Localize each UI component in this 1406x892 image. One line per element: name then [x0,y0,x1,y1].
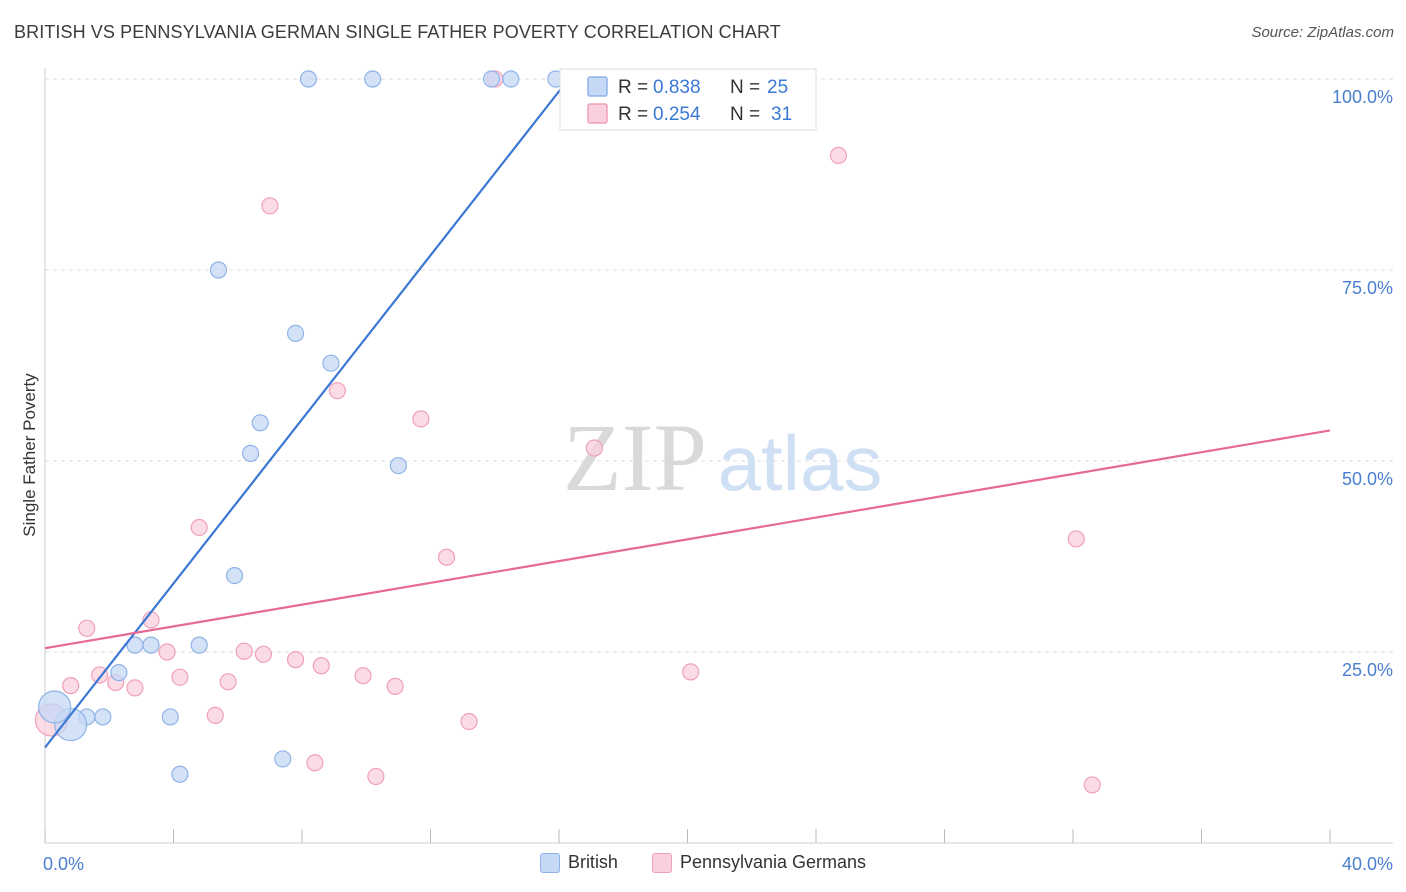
x-tick-label-0: 0.0% [43,854,84,874]
source-credit: Source: ZipAtlas.com [1251,24,1394,41]
y-axis-label: Single Father Poverty [20,373,39,537]
british-point-21 [171,765,189,783]
legend-swatch-british [539,852,560,873]
trend-line-pennsylvania [44,429,1331,650]
pennsylvania-point-8 [1067,530,1085,548]
pennsylvania-point-25 [206,706,224,725]
stats-swatch-british [587,76,608,97]
british-point-12 [389,456,407,475]
british-point-17 [110,664,128,682]
british-point-16 [190,636,208,654]
legend-swatch-pennsylvania [651,852,672,873]
trend-lines [44,78,1331,749]
stats-n-value-british: 25 [767,77,788,98]
stats-n-value-pennsylvania: 31 [771,104,792,125]
pennsylvania-point-19 [171,668,189,686]
pennsylvania-point-7 [437,548,456,566]
british-point-22 [274,750,292,768]
pennsylvania-point-5 [585,439,603,457]
pennsylvania-point-28 [367,767,385,786]
british-point-10 [251,414,269,432]
watermark: ZIP atlas [563,404,882,511]
pennsylvania-point-26 [460,712,478,731]
british-point-11 [242,444,260,462]
british-point-18 [161,708,179,726]
x-tick-label-1: 40.0% [1342,854,1393,874]
bottom-legend: British Pennsylvania Germans [0,852,1406,873]
stats-r-value-british: 0.838 [653,77,701,98]
stats-n-label-pennsylvania: N = [730,104,760,125]
chart-title: BRITISH VS PENNSYLVANIA GERMAN SINGLE FA… [14,22,781,42]
stats-legend: R = 0.838 N = 25 R = 0.254 N = 31 [559,68,817,131]
pennsylvania-point-15 [312,657,330,675]
pennsylvania-point-23 [682,663,700,681]
british-point-7 [209,261,228,279]
y-tick-label-3: 100.0% [1332,87,1393,107]
pennsylvania-point-11 [158,643,176,661]
pennsylvania-point-10 [78,619,96,637]
series-british-points [38,70,754,783]
stats-r-value-pennsylvania: 0.254 [653,104,701,125]
pennsylvania-point-2 [261,197,279,215]
tick-labels: 25.0% 50.0% 75.0% 100.0% 0.0% 40.0% [43,87,1393,874]
british-point-9 [322,354,340,372]
legend-item-pennsylvania[interactable]: Pennsylvania Germans [651,852,867,873]
pennsylvania-point-6 [190,518,208,537]
pennsylvania-point-4 [412,410,430,428]
british-point-15 [142,636,160,654]
pennsylvania-point-3 [328,382,346,400]
british-point-3 [502,70,520,88]
pennsylvania-point-22 [386,677,404,695]
watermark-atlas: atlas [718,419,883,507]
british-point-2 [482,70,501,88]
british-point-8 [286,324,305,343]
stats-r-label-british: R = [618,77,648,98]
stats-n-label-british: N = [730,77,760,98]
pennsylvania-point-14 [286,651,305,669]
british-point-20 [94,708,112,726]
british-point-0 [299,70,318,88]
pennsylvania-point-27 [306,754,324,772]
y-tick-label-2: 75.0% [1342,278,1393,298]
pennsylvania-point-18 [126,679,144,697]
stats-r-label-pennsylvania: R = [618,104,648,125]
british-point-13 [225,566,244,585]
trend-line-british [44,78,570,749]
pennsylvania-point-20 [219,673,237,691]
legend-item-british[interactable]: British [539,852,618,873]
y-tick-label-0: 25.0% [1342,660,1393,680]
pennsylvania-point-24 [62,677,80,695]
pennsylvania-point-29 [1083,776,1101,794]
pennsylvania-point-21 [354,667,372,685]
pennsylvania-point-1 [829,146,848,164]
british-point-24 [38,690,72,724]
stats-swatch-pennsylvania [587,103,608,124]
grid-lines [45,78,1393,653]
watermark-zip: ZIP [563,404,707,511]
legend-label-pennsylvania: Pennsylvania Germans [679,852,867,872]
british-point-1 [364,70,382,88]
pennsylvania-point-13 [254,645,273,663]
y-tick-label-1: 50.0% [1342,469,1393,489]
legend-label-british: British [567,852,618,872]
pennsylvania-point-12 [235,642,253,660]
